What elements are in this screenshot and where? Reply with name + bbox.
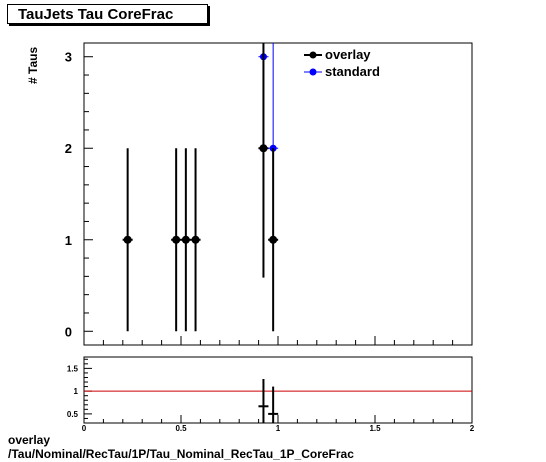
y-tick-label: 3 [65,50,72,65]
ratio-x-tick-label: 0.5 [175,424,187,433]
y-tick-label: 0 [65,324,72,339]
ratio-x-axis: 0 0.5 1 1.5 2 [82,415,475,433]
ratio-y-tick-label: 0.5 [67,410,79,419]
ratio-y-tick-label: 1 [74,387,79,396]
ratio-x-tick-label: 2 [470,424,475,433]
ratio-y-tick-label: 1.5 [67,364,79,373]
overlay-point [123,235,132,244]
overlay-point [259,144,268,153]
overlay-point [269,235,278,244]
legend-overlay-label: overlay [325,47,371,62]
main-plot-frame [83,42,473,346]
ratio-plot-marks [84,378,472,423]
main-plot-marks [122,43,279,332]
overlay-point [181,235,190,244]
legend-overlay-marker [309,51,317,59]
overlay-point [191,235,200,244]
footer-label: overlay [8,433,51,447]
ratio-x-tick-label: 1 [276,424,281,433]
chart-title: TauJets Tau CoreFrac [7,4,208,24]
ratio-y-axis: 0.5 1 1.5 [67,358,92,419]
main-x-axis [83,336,473,345]
overlay-point [172,235,181,244]
ratio-x-tick-label: 1.5 [369,424,381,433]
y-tick-label: 2 [65,141,72,156]
main-y-axis: 0 1 2 3 [65,50,93,339]
legend: overlay standard [304,47,380,79]
y-axis-label: # Taus [26,47,40,84]
footer-path: /Tau/Nominal/RecTau/1P/Tau_Nominal_RecTa… [8,447,354,461]
ratio-x-tick-label: 0 [82,424,87,433]
legend-standard-marker [309,68,317,76]
y-tick-label: 1 [65,233,72,248]
legend-standard-label: standard [325,64,380,79]
